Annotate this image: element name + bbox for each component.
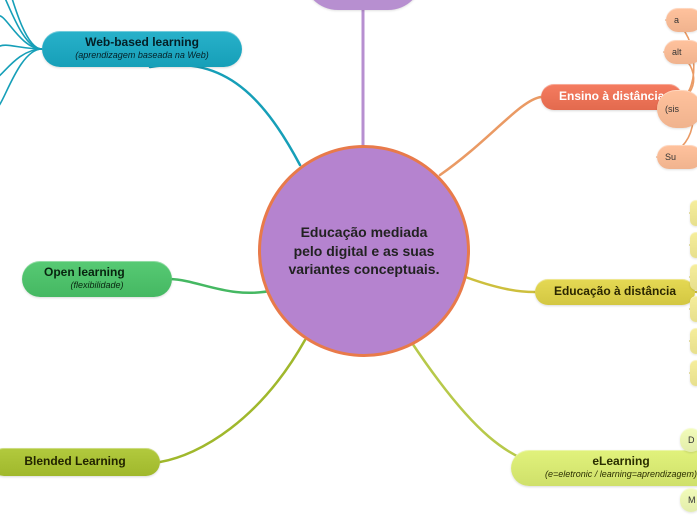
connector-open	[170, 279, 275, 293]
branch-educacao[interactable]: Educação à distância	[535, 279, 695, 305]
center-line2: pelo digital e as suas	[289, 242, 440, 261]
leaf-connector-web-4	[0, 49, 42, 77]
connector-elearning	[410, 340, 560, 468]
branch-open-title: Open learning	[40, 266, 125, 279]
leaf-educacao-0[interactable]	[690, 200, 697, 226]
center-line3: variantes conceptuais.	[289, 260, 440, 279]
leaf-educacao-2[interactable]	[690, 264, 697, 290]
leaf-ensino-3[interactable]: Su	[657, 145, 697, 169]
branch-elearning[interactable]: eLearning(e=eletronic / learning=aprendi…	[511, 450, 697, 486]
branch-web-title: Web-based learning	[85, 36, 199, 49]
top-parent-blob	[303, 0, 423, 10]
leaf-connector-web-2	[0, 16, 42, 49]
center-topic[interactable]: Educação mediada pelo digital e as suas …	[258, 145, 470, 357]
branch-elearning-subtitle: (e=eletronic / learning=aprendizagem)	[545, 469, 697, 480]
leaf-elearning-1[interactable]: M	[680, 488, 697, 512]
leaf-educacao-4[interactable]	[690, 328, 697, 354]
connector-educacao	[460, 275, 535, 292]
leaf-connector-web-5	[0, 49, 42, 107]
branch-educacao-title: Educação à distância	[554, 285, 676, 298]
mindmap-canvas: Educação mediada pelo digital e as suas …	[0, 0, 697, 520]
leaf-connector-web-1	[0, 0, 42, 49]
branch-elearning-title: eLearning	[592, 455, 649, 468]
leaf-ensino-1[interactable]: alt	[664, 40, 697, 64]
branch-web[interactable]: Web-based learning(aprendizagem baseada …	[42, 31, 242, 67]
leaf-educacao-1[interactable]	[690, 232, 697, 258]
branch-blended-title: Blended Learning	[24, 455, 125, 468]
branch-blended[interactable]: Blended Learning	[0, 448, 160, 476]
branch-ensino-title: Ensino à distância	[559, 90, 664, 103]
branch-open[interactable]: Open learning(flexibilidade)	[22, 261, 172, 297]
connector-blended	[160, 340, 305, 462]
leaf-ensino-2[interactable]: (sis	[657, 90, 697, 128]
leaf-educacao-5[interactable]	[690, 360, 697, 386]
center-line1: Educação mediada	[289, 223, 440, 242]
leaf-ensino-0[interactable]: a	[666, 8, 697, 32]
connector-web	[150, 65, 300, 165]
branch-open-subtitle: (flexibilidade)	[70, 280, 123, 291]
leaf-connector-web-3	[0, 45, 42, 49]
branch-web-subtitle: (aprendizagem baseada na Web)	[75, 50, 208, 61]
leaf-educacao-3[interactable]	[690, 296, 697, 322]
leaf-connector-web-0	[0, 0, 42, 49]
leaf-elearning-0[interactable]: D	[680, 428, 697, 452]
connector-ensino	[440, 97, 541, 175]
